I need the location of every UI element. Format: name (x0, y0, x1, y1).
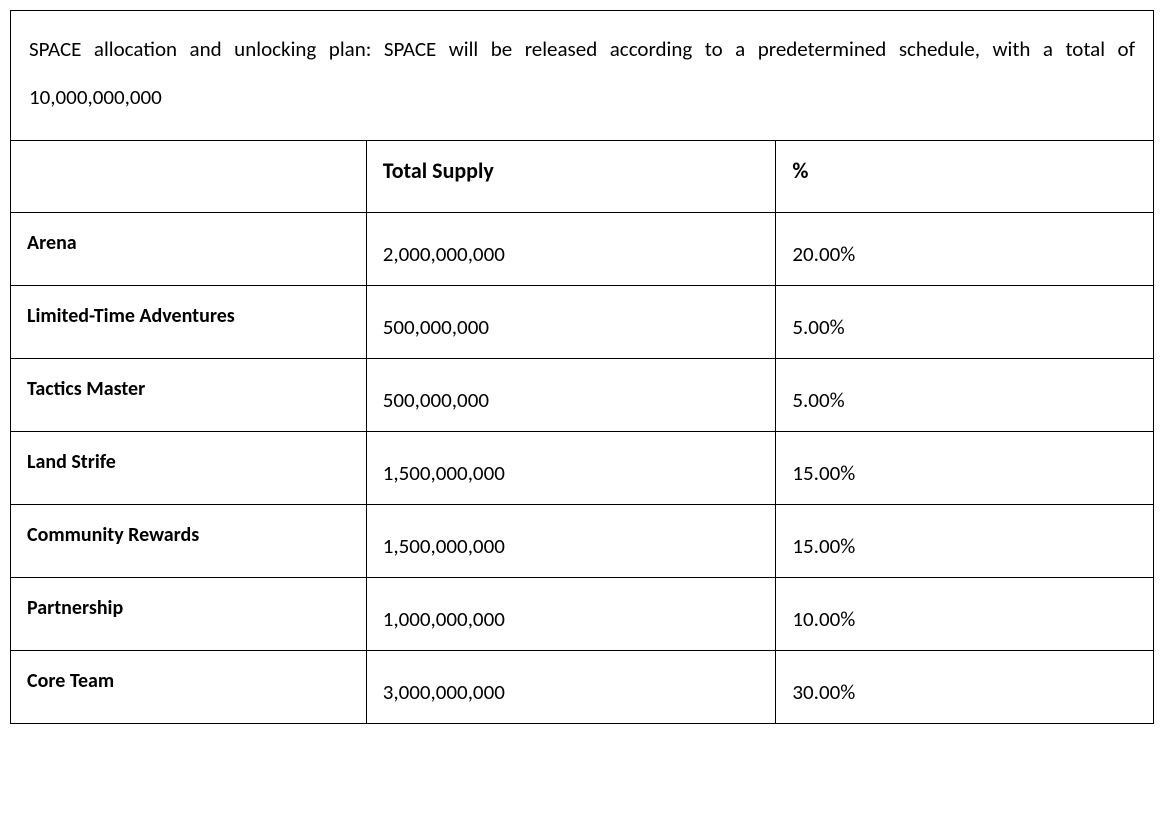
table-row: Tactics Master 500,000,000 5.00% (11, 358, 1154, 431)
description-text: SPACE allocation and unlocking plan: SPA… (29, 36, 1135, 110)
row-percent: 15.00% (776, 431, 1154, 504)
row-label: Land Strife (11, 431, 367, 504)
table-row: Arena 2,000,000,000 20.00% (11, 212, 1154, 285)
row-supply: 500,000,000 (366, 358, 776, 431)
header-row: Total Supply % (11, 140, 1154, 212)
table-row: Partnership 1,000,000,000 10.00% (11, 577, 1154, 650)
allocation-table: SPACE allocation and unlocking plan: SPA… (10, 10, 1154, 724)
table-row: Core Team 3,000,000,000 30.00% (11, 650, 1154, 723)
row-label: Limited-Time Adventures (11, 285, 367, 358)
header-percent: % (776, 140, 1154, 212)
row-percent: 15.00% (776, 504, 1154, 577)
row-supply: 500,000,000 (366, 285, 776, 358)
row-supply: 2,000,000,000 (366, 212, 776, 285)
row-label: Partnership (11, 577, 367, 650)
row-label: Core Team (11, 650, 367, 723)
row-percent: 5.00% (776, 285, 1154, 358)
table-row: Land Strife 1,500,000,000 15.00% (11, 431, 1154, 504)
description-cell: SPACE allocation and unlocking plan: SPA… (11, 11, 1154, 141)
row-label: Tactics Master (11, 358, 367, 431)
row-label: Community Rewards (11, 504, 367, 577)
row-supply: 1,500,000,000 (366, 504, 776, 577)
row-supply: 1,500,000,000 (366, 431, 776, 504)
table-row: Community Rewards 1,500,000,000 15.00% (11, 504, 1154, 577)
row-label: Arena (11, 212, 367, 285)
row-percent: 20.00% (776, 212, 1154, 285)
header-empty (11, 140, 367, 212)
table-row: Limited-Time Adventures 500,000,000 5.00… (11, 285, 1154, 358)
description-row: SPACE allocation and unlocking plan: SPA… (11, 11, 1154, 141)
row-supply: 1,000,000,000 (366, 577, 776, 650)
row-percent: 10.00% (776, 577, 1154, 650)
header-total-supply: Total Supply (366, 140, 776, 212)
row-percent: 30.00% (776, 650, 1154, 723)
row-supply: 3,000,000,000 (366, 650, 776, 723)
row-percent: 5.00% (776, 358, 1154, 431)
